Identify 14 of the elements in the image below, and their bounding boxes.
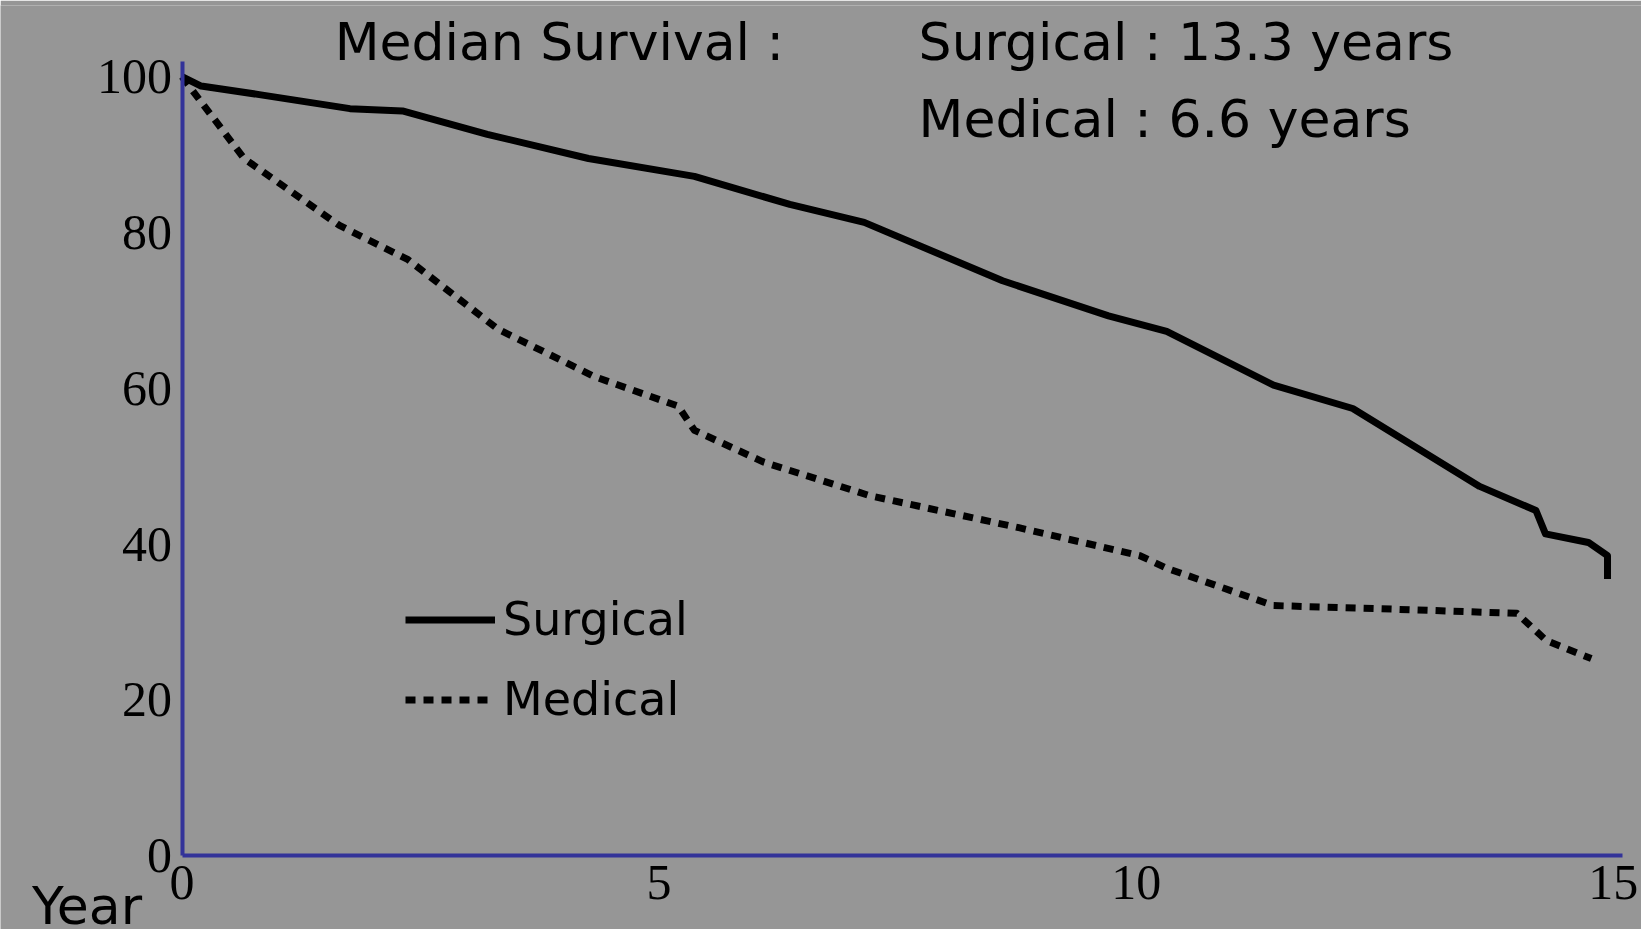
x-tick-label: 10 [1111,853,1162,910]
legend-label: Surgical [503,591,688,648]
annotation: Medical : 6.6 years [918,88,1411,149]
y-tick-label: 20 [122,671,173,728]
y-tick-label: 100 [97,48,173,105]
y-tick-label: 80 [122,203,173,260]
annotation: Surgical : 13.3 years [918,11,1454,72]
legend-label: Medical [503,671,680,728]
chart-title: Median Survival : [334,11,785,72]
x-tick-label: 5 [646,853,672,910]
x-axis-title: Year [30,875,143,929]
x-tick-label: 15 [1588,853,1639,910]
y-tick-label: 60 [122,359,173,416]
y-tick-label: 40 [122,515,173,572]
